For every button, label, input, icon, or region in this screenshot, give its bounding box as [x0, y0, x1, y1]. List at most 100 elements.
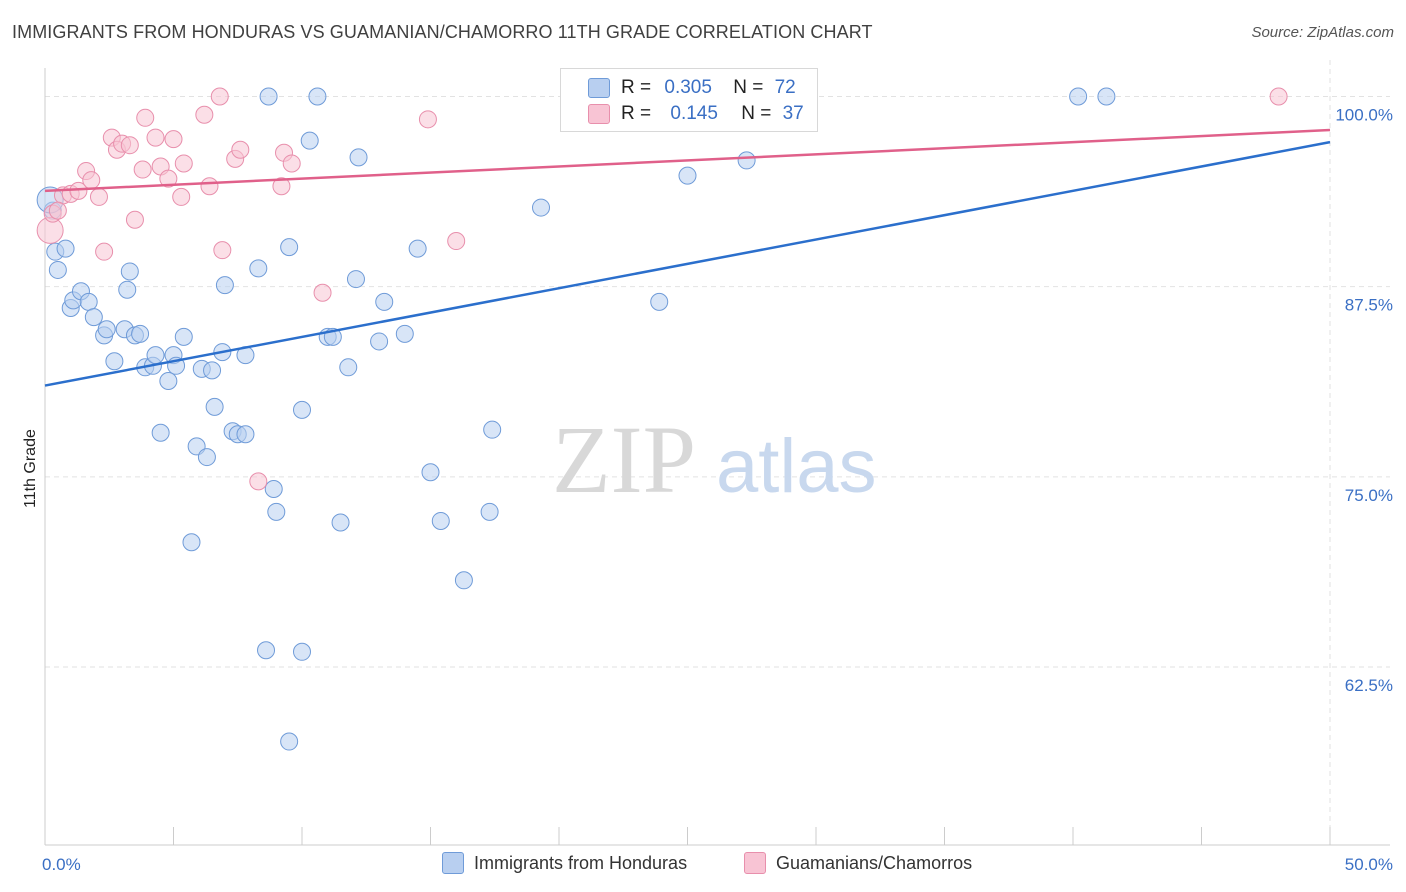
- point-guam: [272, 177, 291, 196]
- point-honduras: [236, 425, 255, 444]
- x-tick-label: 0.0%: [42, 855, 81, 874]
- y-tick-label: 87.5%: [1345, 296, 1393, 315]
- point-honduras: [532, 198, 551, 217]
- grid-lines: [45, 60, 1390, 845]
- point-honduras: [249, 259, 268, 278]
- bottom-legend-label-guam: Guamanians/Chamorros: [776, 852, 973, 873]
- point-guam: [89, 187, 108, 206]
- point-guam: [95, 242, 114, 261]
- point-guam: [282, 154, 301, 173]
- point-honduras: [280, 732, 299, 751]
- point-honduras: [97, 320, 116, 339]
- source-note: Source: ZipAtlas.com: [1251, 24, 1394, 41]
- watermark-atlas: atlas: [716, 424, 877, 509]
- point-guam: [136, 108, 155, 127]
- point-guam: [195, 105, 214, 124]
- point-honduras: [1097, 87, 1116, 106]
- point-honduras: [331, 513, 350, 532]
- point-honduras: [650, 292, 669, 311]
- point-honduras: [118, 280, 137, 299]
- point-honduras: [308, 87, 327, 106]
- point-honduras: [431, 511, 450, 530]
- point-guam: [313, 283, 332, 302]
- point-honduras: [264, 480, 283, 499]
- point-honduras: [159, 371, 178, 390]
- point-honduras: [737, 151, 756, 170]
- bottom-legend-swatch-honduras: [442, 852, 464, 874]
- point-honduras: [174, 327, 193, 346]
- stats-legend: R = 0.305 N = 72 R = 0.145 N = 37: [560, 68, 818, 132]
- point-honduras: [346, 270, 365, 289]
- point-guam: [1269, 87, 1288, 106]
- trend-line-honduras: [44, 140, 1331, 387]
- point-guam: [82, 171, 101, 190]
- bottom-legend-swatch-guam: [744, 852, 766, 874]
- point-guam: [146, 128, 165, 147]
- point-honduras: [120, 262, 139, 281]
- point-guam: [210, 87, 229, 106]
- watermark-zip: ZIP: [552, 406, 696, 513]
- point-honduras: [300, 131, 319, 150]
- point-honduras: [678, 166, 697, 185]
- point-guam: [447, 232, 466, 251]
- watermark: ZIP atlas: [552, 406, 877, 513]
- point-honduras: [84, 308, 103, 327]
- tick-labels: 100.0% 87.5% 75.0% 62.5% 0.0% 50.0%: [42, 106, 1393, 874]
- chart-title: IMMIGRANTS FROM HONDURAS VS GUAMANIAN/CH…: [12, 22, 873, 42]
- legend-swatch-honduras: [588, 78, 610, 98]
- y-axis-label: 11th Grade: [22, 429, 39, 508]
- legend-n-value-honduras: 72: [774, 77, 796, 98]
- point-honduras: [293, 642, 311, 661]
- point-honduras: [56, 239, 75, 258]
- point-honduras: [267, 502, 286, 521]
- point-honduras: [146, 346, 165, 365]
- legend-r-value-guam: 0.145: [670, 103, 718, 124]
- point-guam: [213, 241, 232, 260]
- bottom-legend-honduras: Immigrants from Honduras: [442, 852, 687, 874]
- point-honduras: [421, 463, 440, 482]
- point-honduras: [293, 400, 311, 419]
- point-honduras: [151, 423, 170, 442]
- legend-r-label: R =: [621, 103, 652, 124]
- point-honduras: [370, 332, 389, 351]
- point-honduras: [205, 397, 224, 416]
- legend-n-label: N =: [733, 77, 764, 98]
- point-honduras: [203, 361, 222, 380]
- point-honduras: [215, 276, 234, 295]
- y-tick-label: 62.5%: [1345, 676, 1393, 695]
- point-honduras: [339, 358, 358, 377]
- point-honduras: [259, 87, 278, 106]
- point-honduras: [105, 352, 124, 371]
- point-honduras: [349, 148, 368, 167]
- data-points: [36, 87, 1288, 751]
- y-tick-label: 75.0%: [1345, 486, 1393, 505]
- legend-swatch-guam: [588, 104, 610, 124]
- legend-n-value-guam: 37: [782, 103, 804, 124]
- point-honduras: [395, 324, 414, 343]
- point-honduras: [131, 324, 150, 343]
- point-guam: [48, 201, 67, 220]
- point-honduras: [48, 260, 67, 279]
- y-tick-label: 100.0%: [1335, 106, 1393, 125]
- point-guam: [172, 187, 191, 206]
- point-honduras: [280, 238, 299, 257]
- point-honduras: [483, 420, 502, 439]
- trend-lines: [44, 128, 1331, 387]
- bottom-legend-guam: Guamanians/Chamorros: [744, 852, 972, 874]
- legend-r-value-honduras: 0.305: [664, 77, 712, 98]
- point-honduras: [480, 502, 499, 521]
- point-honduras: [1069, 87, 1088, 106]
- point-honduras: [454, 571, 473, 590]
- point-honduras: [197, 448, 216, 467]
- point-guam: [120, 136, 139, 155]
- point-guam: [249, 472, 268, 491]
- point-honduras: [375, 292, 394, 311]
- point-guam: [418, 110, 437, 129]
- bottom-legend-label-honduras: Immigrants from Honduras: [474, 852, 688, 873]
- point-honduras: [408, 239, 427, 258]
- point-guam: [133, 160, 152, 179]
- point-guam: [125, 210, 144, 229]
- point-guam: [231, 140, 250, 159]
- point-honduras: [182, 533, 201, 552]
